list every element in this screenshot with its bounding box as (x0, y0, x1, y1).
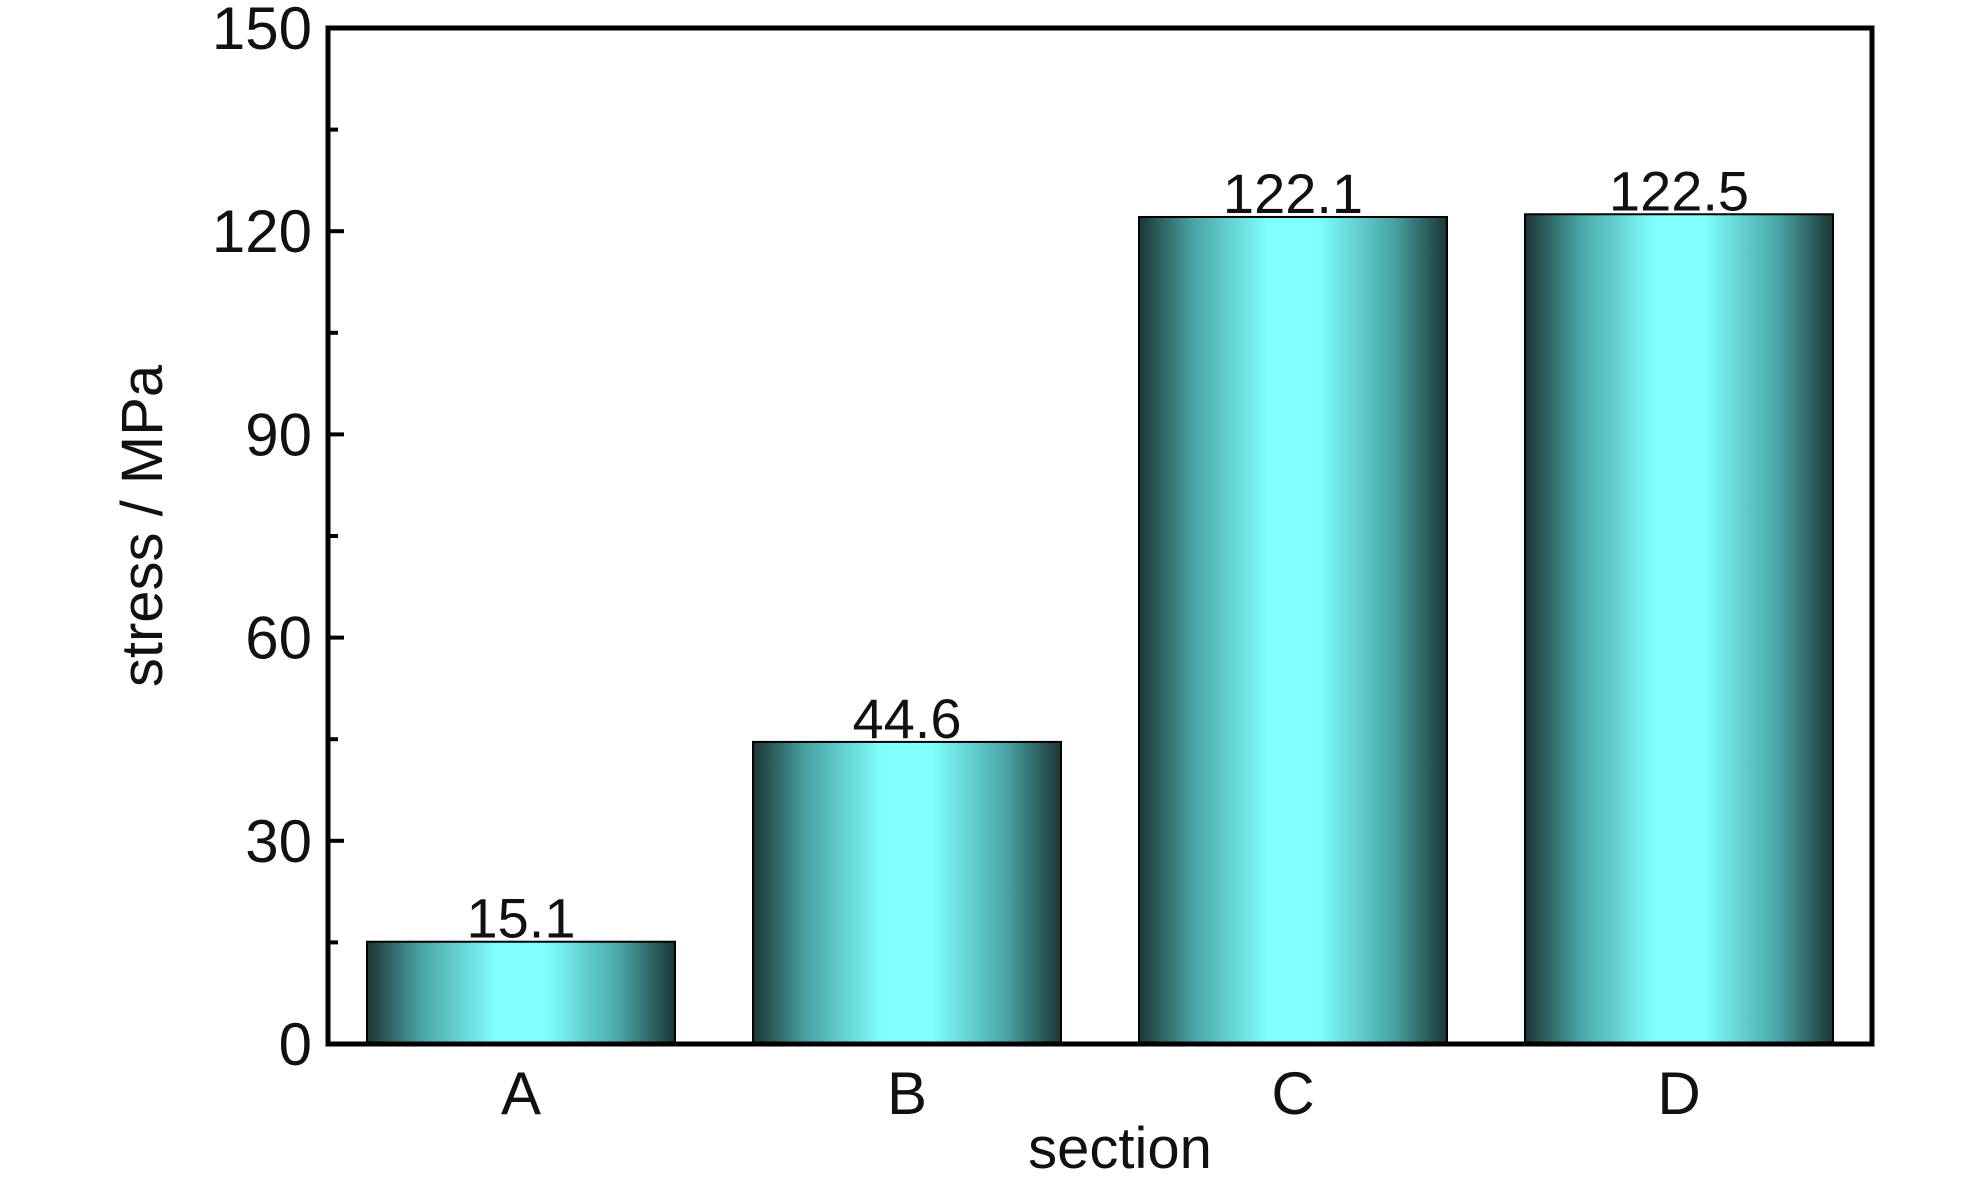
y-tick-label-60: 60 (245, 605, 312, 672)
x-axis-tick-labels: A B C D (501, 1060, 1701, 1127)
y-tick-label-150: 150 (212, 0, 312, 62)
y-axis-ticks: 0 30 60 90 120 150 (212, 0, 344, 1078)
y-tick-label-30: 30 (245, 808, 312, 875)
y-axis-title: stress / MPa (110, 364, 175, 687)
y-tick-label-90: 90 (245, 401, 312, 468)
data-label-C: 122.1 (1223, 162, 1363, 225)
data-labels-group: 15.1 44.6 122.1 122.5 (467, 159, 1750, 949)
x-tick-label-D: D (1657, 1060, 1700, 1127)
bar-B (752, 740, 1062, 1046)
data-label-D: 122.5 (1609, 159, 1749, 222)
x-tick-label-B: B (887, 1060, 927, 1127)
x-tick-label-C: C (1271, 1060, 1314, 1127)
bars-group (366, 213, 1834, 1046)
data-label-B: 44.6 (853, 687, 962, 750)
data-label-A: 15.1 (467, 887, 576, 950)
bar-C (1138, 215, 1448, 1045)
bar-A (366, 940, 676, 1045)
y-tick-label-0: 0 (279, 1011, 312, 1078)
plot-frame (325, 25, 1875, 1047)
x-tick-label-A: A (501, 1060, 541, 1127)
y-tick-label-120: 120 (212, 198, 312, 265)
bar-D (1524, 213, 1834, 1045)
x-axis-title: section (1028, 1116, 1212, 1181)
